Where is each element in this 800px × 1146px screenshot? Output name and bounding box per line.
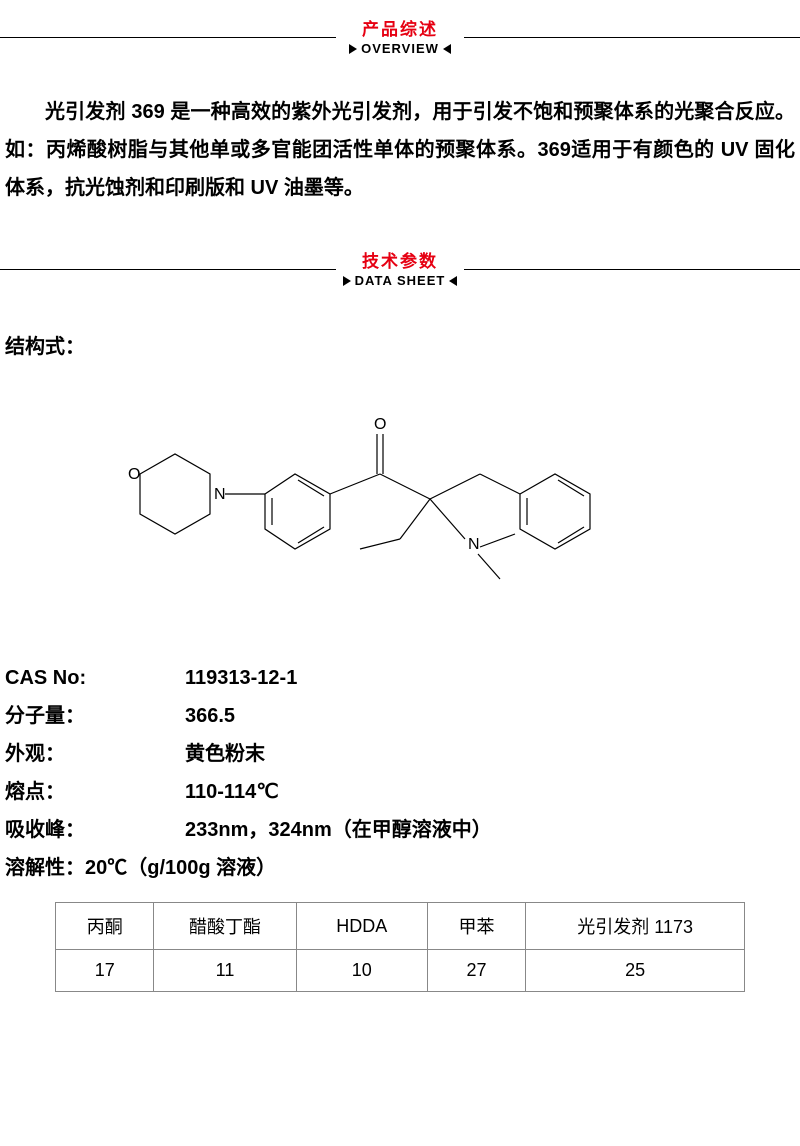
table-cell: 17 [56,950,154,992]
svg-text:O: O [374,416,386,433]
divider-left [0,269,336,270]
table-header: HDDA [296,903,427,950]
table-header: 丙酮 [56,903,154,950]
prop-row: 外观： 黄色粉末 [5,735,795,773]
prop-value: 366.5 [185,697,795,735]
solubility-label: 溶解性：20℃（g/100g 溶液） [5,849,276,887]
prop-label: 分子量： [5,697,185,735]
table-header: 光引发剂 1173 [526,903,745,950]
overview-header: 产品综述 OVERVIEW [0,15,800,58]
datasheet-header: 技术参数 DATA SHEET [0,247,800,290]
table-cell: 11 [154,950,296,992]
table-header: 醋酸丁酯 [154,903,296,950]
structure-label: 结构式： [0,310,800,369]
solubility-table: 丙酮 醋酸丁酯 HDDA 甲苯 光引发剂 1173 17 11 10 27 25 [55,902,745,992]
prop-label: 外观： [5,735,185,773]
properties-list: CAS No: 119313-12-1 分子量： 366.5 外观： 黄色粉末 … [0,639,800,887]
prop-value: 黄色粉末 [185,735,795,773]
svg-text:N: N [468,536,480,553]
divider-right [464,37,800,38]
solubility-label-row: 溶解性：20℃（g/100g 溶液） [5,849,795,887]
divider-left [0,37,336,38]
table-header-row: 丙酮 醋酸丁酯 HDDA 甲苯 光引发剂 1173 [56,903,745,950]
structure-diagram: O N O N [80,379,720,609]
table-row: 17 11 10 27 25 [56,950,745,992]
prop-row: 分子量： 366.5 [5,697,795,735]
overview-body: 光引发剂 369 是一种高效的紫外光引发剂，用于引发不饱和预聚体系的光聚合反应。… [0,78,800,232]
prop-row: 吸收峰： 233nm，324nm（在甲醇溶液中） [5,811,795,849]
prop-row: 熔点： 110-114℃ [5,773,795,811]
table-cell: 25 [526,950,745,992]
table-header: 甲苯 [427,903,525,950]
prop-value: 233nm，324nm（在甲醇溶液中） [185,811,795,849]
table-cell: 10 [296,950,427,992]
prop-value: 110-114℃ [185,773,795,811]
prop-row: CAS No: 119313-12-1 [5,659,795,697]
datasheet-title-en: DATA SHEET [355,273,446,288]
prop-label: 熔点： [5,773,185,811]
prop-label: 吸收峰： [5,811,185,849]
svg-text:O: O [128,466,140,483]
overview-title-en: OVERVIEW [361,41,439,56]
prop-label: CAS No: [5,659,185,697]
prop-value: 119313-12-1 [185,659,795,697]
svg-text:N: N [214,486,226,503]
divider-right [464,269,800,270]
table-cell: 27 [427,950,525,992]
